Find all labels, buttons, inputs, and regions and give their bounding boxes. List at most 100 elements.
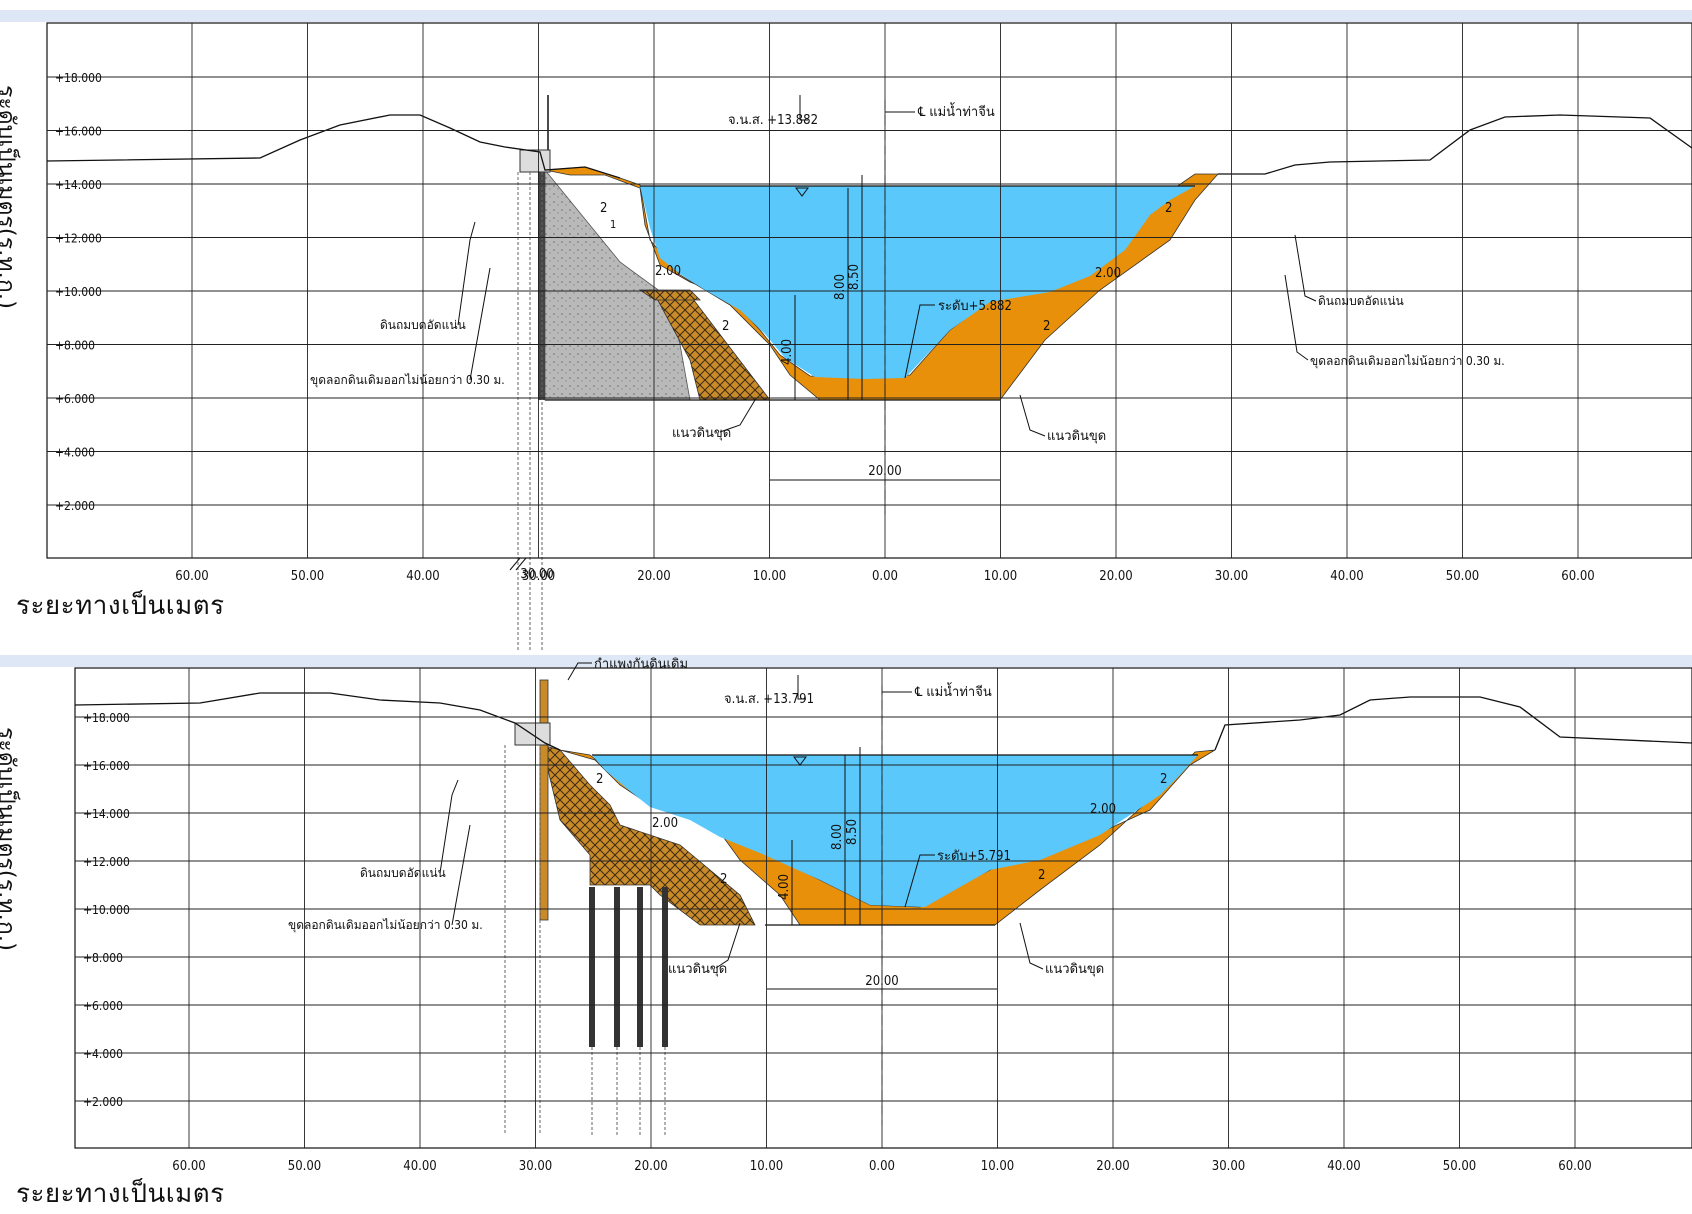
- y-tick-label: +6.000: [83, 999, 123, 1013]
- slope-label: 2: [1043, 319, 1050, 334]
- strip-note-label: ขุดลอกดินเดิมออกไม่น้อยกว่า 0.30 ม.: [310, 373, 505, 388]
- y-tick-label: +10.000: [83, 903, 130, 917]
- berm-label: 2.00: [1090, 802, 1116, 817]
- foundation-pile: [589, 887, 595, 1047]
- plot-frame: [74, 667, 1692, 1149]
- leader-line: [797, 675, 806, 700]
- leader-line: [1019, 922, 1044, 970]
- strip-note-label: ขุดลอกดินเดิมออกไม่น้อยกว่า 0.30 ม.: [288, 918, 483, 933]
- ground-profile-left: [46, 114, 621, 179]
- foundation-pile: [637, 887, 643, 1047]
- leader-line: [904, 304, 935, 379]
- depth-dim-label: 8.00: [833, 274, 848, 300]
- excavation-label: แนวดินขุด: [668, 962, 727, 977]
- y-tick-label: +12.000: [55, 232, 102, 246]
- cross-section-1: ระดับเป็นเมตร(ร.ท.ก.) +18.000 +16.000 +14.…: [0, 22, 1692, 650]
- x-tick-label: 10.00: [753, 569, 786, 584]
- x-tick-label: 0.00: [869, 1159, 895, 1174]
- leader-line: [451, 824, 471, 926]
- leader-line: [439, 779, 459, 874]
- slope-label: 2: [722, 319, 729, 334]
- x-tick-label: 60.00: [175, 569, 208, 584]
- plot-frame: [46, 22, 1692, 559]
- x-tick-label: 40.00: [406, 569, 439, 584]
- cross-section-1-drawing: +18.000 +16.000 +14.000 +12.000 +10.000 +8.00…: [46, 22, 1692, 650]
- strip-note-label: ขุดลอกดินเดิมออกไม่น้อยกว่า 0.30 ม.: [1310, 354, 1505, 369]
- slope-label: 1: [610, 218, 616, 231]
- depth-dim-label: 8.50: [845, 819, 860, 845]
- depth-dim-label: 4.00: [780, 339, 795, 365]
- x-tick-label: 20.00: [637, 569, 670, 584]
- x-tick-label: 20.00: [1099, 569, 1132, 584]
- y-tick-label: +16.000: [55, 125, 102, 139]
- cross-section-2: ระดับเป็นเมตร(ร.ท.ก.) +18.000 +16.000 +14.…: [0, 655, 1692, 1209]
- section-divider-band: [0, 655, 1692, 667]
- water-level-symbol: [795, 187, 809, 197]
- slope-label: 2: [596, 772, 603, 787]
- y-tick-label: +18.000: [55, 71, 102, 85]
- pile-cap: [519, 149, 551, 173]
- section-divider-band: [0, 10, 1692, 22]
- river-water: [592, 755, 1198, 907]
- break-label: 30.00: [520, 567, 553, 582]
- x-tick-label: 20.00: [634, 1159, 667, 1174]
- slope-label: 2: [1160, 772, 1167, 787]
- slope-label: 2: [1165, 201, 1172, 216]
- water-level-symbol: [793, 756, 807, 766]
- excavation-label: แนวดินขุด: [1047, 429, 1106, 444]
- x-tick-label: 50.00: [291, 569, 324, 584]
- x-tick-label: 40.00: [1330, 569, 1363, 584]
- bed-level-label: ระดับ+5.791: [937, 849, 1011, 864]
- leader-line: [469, 267, 491, 381]
- river-water: [640, 186, 1195, 379]
- depth-dim-label: 8.00: [830, 824, 845, 850]
- leader-line: [1294, 234, 1317, 302]
- x-tick-label: 60.00: [1561, 569, 1594, 584]
- width-dim-label: 20.00: [865, 974, 898, 989]
- y-tick-label: +12.000: [83, 855, 130, 869]
- y-tick-label: +8.000: [83, 951, 123, 965]
- x-tick-label: 40.00: [403, 1159, 436, 1174]
- benchmark-label: จ.น.ส. +13.882: [728, 113, 818, 128]
- y-tick-label: +8.000: [55, 339, 95, 353]
- benchmark-label: จ.น.ส. +13.791: [724, 692, 814, 707]
- break-mark: [509, 557, 521, 571]
- y-tick-label: +4.000: [55, 446, 95, 460]
- width-dim-label: 20.00: [868, 464, 901, 479]
- gabion-wall: [541, 744, 756, 926]
- y-tick-label: +18.000: [83, 711, 130, 725]
- y-tick-label: +14.000: [55, 178, 102, 192]
- existing-wall-label: กำแพงกันดินเดิม: [594, 657, 688, 672]
- x-tick-label: 30.00: [1215, 569, 1248, 584]
- leader-line: [715, 922, 741, 969]
- x-tick-label: 30.00: [519, 1159, 552, 1174]
- compacted-soil-label: ดินถมบดอัดแน่น: [1318, 294, 1404, 308]
- leader-line: [1019, 394, 1046, 437]
- ground-profile-right: [1218, 114, 1692, 175]
- y-tick-label: +2.000: [83, 1095, 123, 1109]
- x-tick-label: 50.00: [1446, 569, 1479, 584]
- y-tick-label: +10.000: [55, 285, 102, 299]
- slope-label: 2: [1038, 868, 1045, 883]
- x-tick-label: 30.00: [522, 569, 555, 584]
- x-axis-title: ระยะทางเป็นเมตร: [16, 591, 225, 621]
- y-tick-label: +2.000: [55, 499, 95, 513]
- x-tick-label: 30.00: [1212, 1159, 1245, 1174]
- excavation-label: แนวดินขุด: [672, 426, 731, 441]
- x-tick-label: 50.00: [288, 1159, 321, 1174]
- y-tick-label: +4.000: [83, 1047, 123, 1061]
- gabion-block: [638, 289, 701, 301]
- leader-line: [457, 221, 476, 326]
- ground-profile-left: [74, 692, 561, 751]
- compacted-soil-label: ดินถมบดอัดแน่น: [360, 866, 446, 880]
- leader-line: [904, 854, 935, 908]
- foundation-pile: [614, 887, 620, 1047]
- ground-profile-right: [1214, 696, 1692, 751]
- break-mark: [515, 557, 527, 571]
- depth-dim-label: 4.00: [777, 874, 792, 900]
- berm-label: 2.00: [652, 816, 678, 831]
- bed-level-label: ระดับ+5.882: [938, 299, 1012, 314]
- x-tick-label: 50.00: [1443, 1159, 1476, 1174]
- y-tick-label: +6.000: [55, 392, 95, 406]
- foundation-pile: [662, 887, 668, 1047]
